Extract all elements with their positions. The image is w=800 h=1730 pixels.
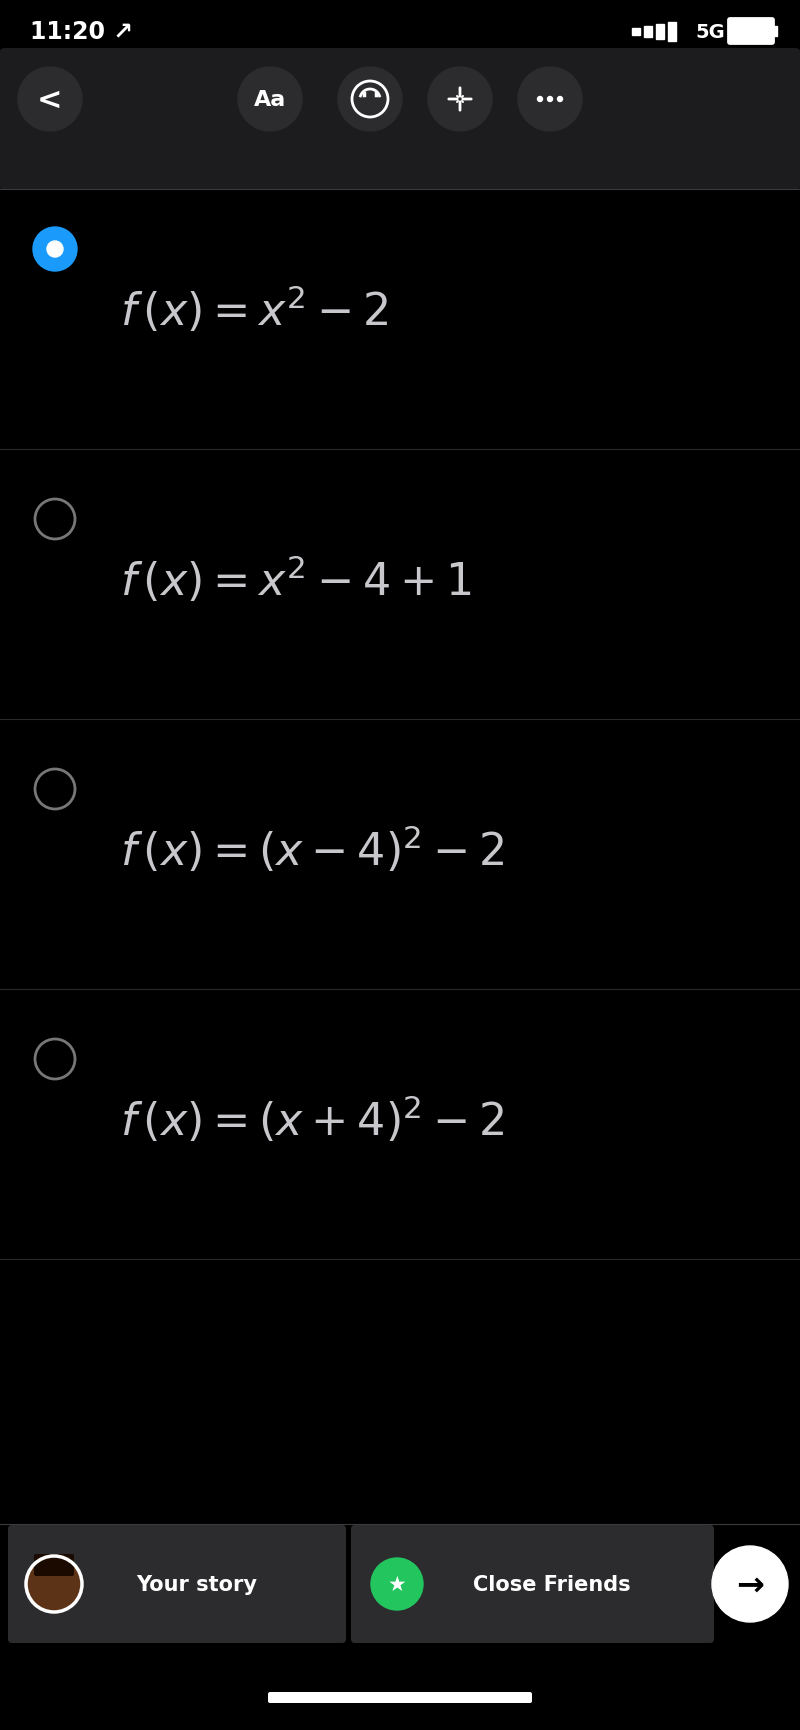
Text: 11:20 ↗: 11:20 ↗: [30, 21, 133, 43]
Text: Your story: Your story: [137, 1574, 258, 1593]
Circle shape: [547, 97, 553, 102]
Circle shape: [238, 67, 302, 131]
Text: $f\,(x) = (x + 4)^2 - 2$: $f\,(x) = (x + 4)^2 - 2$: [120, 1093, 505, 1145]
Text: <: <: [38, 85, 62, 114]
Bar: [644, 26, 652, 38]
Circle shape: [538, 97, 542, 102]
Circle shape: [558, 97, 562, 102]
Circle shape: [428, 67, 492, 131]
FancyBboxPatch shape: [351, 1526, 714, 1643]
FancyBboxPatch shape: [0, 48, 800, 190]
FancyBboxPatch shape: [8, 1526, 346, 1643]
Circle shape: [712, 1547, 788, 1623]
Text: $f\,(x) = x^2 - 4 + 1$: $f\,(x) = x^2 - 4 + 1$: [120, 554, 471, 606]
Text: →: →: [736, 1567, 764, 1600]
Bar: [632, 28, 640, 36]
Bar: [668, 22, 676, 42]
Circle shape: [338, 67, 402, 131]
Text: $f\,(x) = x^2 - 2$: $f\,(x) = x^2 - 2$: [120, 284, 388, 336]
Bar: [656, 24, 664, 40]
Circle shape: [518, 67, 582, 131]
FancyBboxPatch shape: [729, 19, 774, 45]
FancyBboxPatch shape: [34, 1554, 74, 1576]
Text: Aa: Aa: [254, 90, 286, 111]
Circle shape: [26, 1555, 82, 1612]
FancyBboxPatch shape: [268, 1692, 532, 1702]
Circle shape: [18, 67, 82, 131]
Bar: [773, 28, 777, 36]
Text: 5G: 5G: [695, 22, 725, 42]
Circle shape: [33, 228, 77, 272]
Text: ★: ★: [388, 1574, 406, 1593]
Circle shape: [47, 242, 63, 258]
Text: Close Friends: Close Friends: [473, 1574, 631, 1593]
Text: $f\,(x) = (x - 4)^2 - 2$: $f\,(x) = (x - 4)^2 - 2$: [120, 823, 505, 875]
Circle shape: [371, 1559, 423, 1611]
